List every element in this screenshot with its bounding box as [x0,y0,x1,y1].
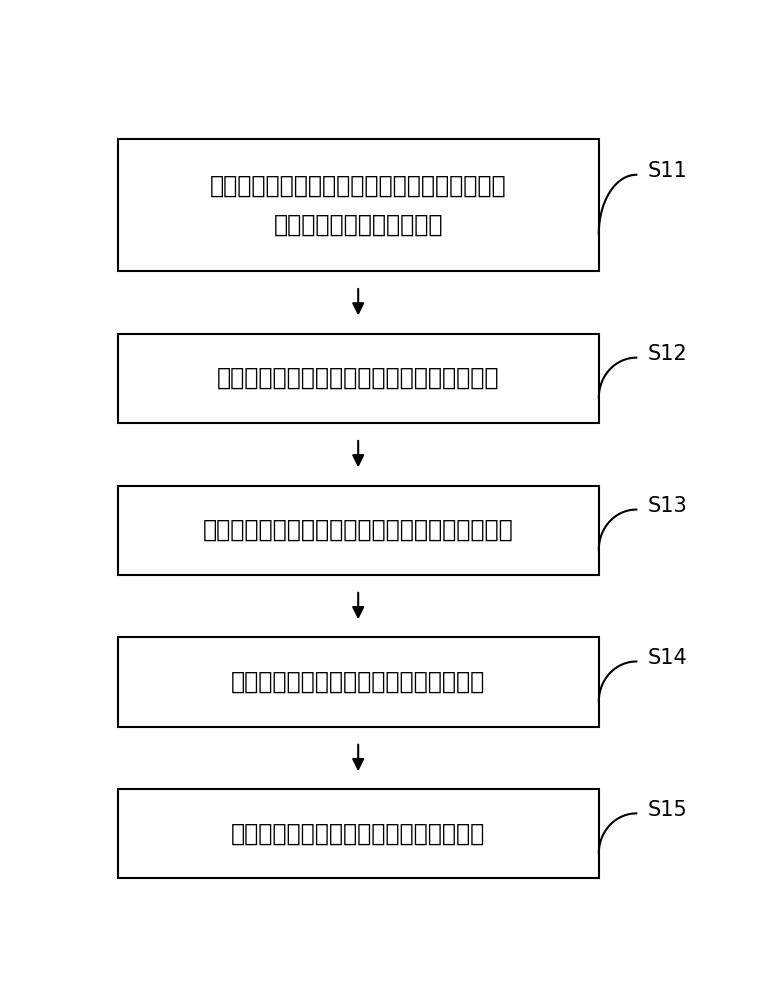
Text: S11: S11 [647,161,687,181]
Bar [118,789,599,878]
Text: S14: S14 [647,648,687,668]
Text: S13: S13 [647,496,687,516]
Text: S15: S15 [647,800,687,820]
Bar [118,486,599,575]
Bar [118,637,599,727]
Text: 在半导体衬底上形成鳍部、栅极、源极和漏极，
在衬底上形成浅沟槽隔离层: 在半导体衬底上形成鳍部、栅极、源极和漏极， 在衬底上形成浅沟槽隔离层 [210,173,507,237]
Bar [118,334,599,423]
Text: S12: S12 [647,344,687,364]
Bar [118,139,599,271]
Text: 在浅沟槽隔离层上沉积厚度均匀的牺牲材料层: 在浅沟槽隔离层上沉积厚度均匀的牺牲材料层 [217,366,499,390]
Text: 刻蚀源极与栅极、漏极与栅极之间的鳍部: 刻蚀源极与栅极、漏极与栅极之间的鳍部 [231,822,485,846]
Text: 刻蚀去除覆盖栅极、源极、漏极顶部的牺牲材料层: 刻蚀去除覆盖栅极、源极、漏极顶部的牺牲材料层 [203,518,514,542]
Text: 去除源极、栅极、漏极周侧的牺牲材料层: 去除源极、栅极、漏极周侧的牺牲材料层 [231,670,485,694]
